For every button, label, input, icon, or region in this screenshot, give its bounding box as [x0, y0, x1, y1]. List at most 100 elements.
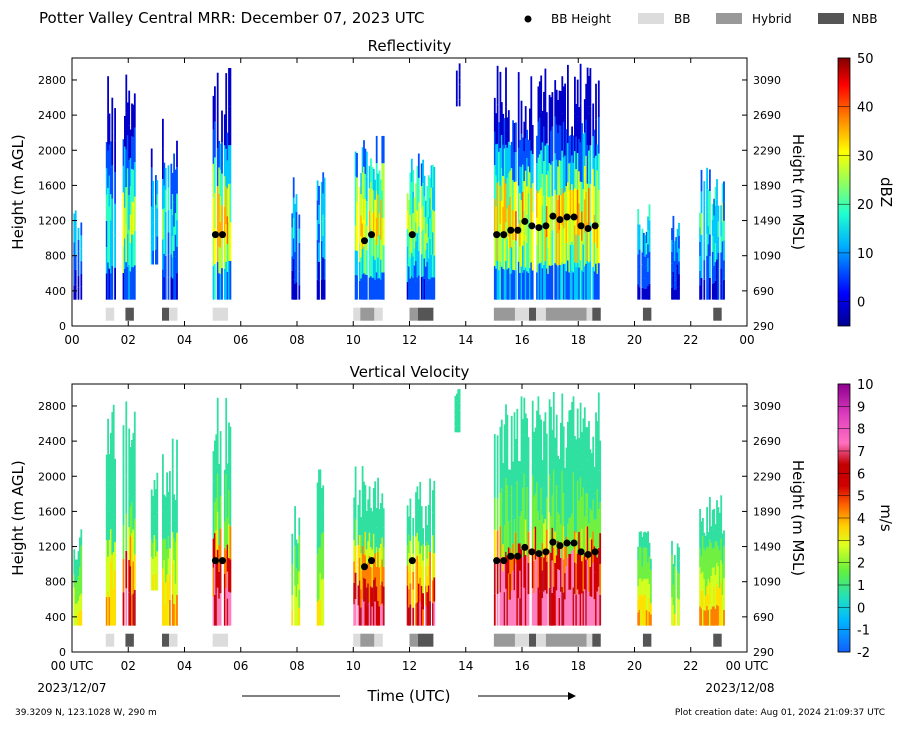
field-cell — [550, 516, 552, 553]
field-cell — [216, 261, 219, 300]
field-cell — [596, 273, 599, 300]
field-cell — [381, 217, 384, 246]
field-cell — [215, 593, 218, 626]
y-tick-label: 2000 — [38, 144, 66, 157]
field-cell — [361, 492, 364, 520]
field-cell — [365, 250, 368, 275]
field-cell — [703, 579, 706, 595]
field-cell — [162, 568, 164, 598]
field-cell — [572, 272, 575, 300]
field-cell — [413, 282, 416, 300]
field-cell — [425, 565, 427, 586]
field-cell — [357, 565, 360, 586]
field-cell — [318, 469, 320, 496]
field-cell — [129, 536, 132, 567]
field-cell — [426, 223, 429, 243]
field-cell — [505, 106, 507, 145]
field-cell — [433, 233, 436, 256]
field-cell — [533, 593, 536, 626]
field-cell — [638, 531, 641, 548]
field-cell — [597, 548, 600, 587]
field-cell — [561, 113, 564, 151]
field-cell — [422, 609, 424, 626]
field-cell — [558, 514, 561, 543]
field-cell — [575, 104, 578, 137]
field-cell — [552, 508, 555, 548]
field-cell — [294, 235, 296, 252]
field-cell — [551, 92, 554, 127]
field-cell — [530, 262, 533, 300]
field-cell — [710, 559, 713, 576]
field-cell — [375, 163, 378, 191]
field-cell — [707, 563, 710, 579]
field-cell — [152, 574, 154, 591]
field-cell — [221, 110, 223, 143]
bb-type-box-nbb — [713, 633, 722, 647]
field-cell — [716, 199, 718, 220]
field-cell — [417, 226, 420, 251]
field-cell — [219, 463, 222, 496]
bb-type-box-bb — [353, 633, 361, 647]
y-tick-label: 400 — [45, 611, 66, 624]
field-cell — [496, 65, 499, 105]
field-cell — [110, 273, 112, 300]
field-cell — [544, 519, 547, 555]
field-cell — [320, 533, 323, 557]
field-cell — [422, 276, 424, 300]
bb-type-box-nbb — [162, 633, 170, 647]
field-cell — [706, 507, 708, 527]
field-cell — [381, 581, 384, 604]
field-cell — [155, 234, 157, 250]
field-cell — [122, 219, 125, 247]
field-cell — [503, 239, 506, 270]
field-cell — [79, 537, 81, 553]
bb-height-point — [535, 550, 543, 558]
field-cell — [131, 168, 133, 202]
field-cell — [555, 124, 558, 160]
colorbar-tick-label: 30 — [857, 149, 874, 164]
field-cell — [565, 186, 568, 215]
field-cell — [129, 129, 132, 158]
field-cell — [215, 434, 218, 467]
field-cell — [171, 500, 174, 533]
field-cell — [700, 234, 703, 257]
field-cell — [543, 161, 545, 196]
field-cell — [640, 547, 642, 563]
field-cell — [371, 167, 374, 190]
field-cell — [214, 594, 216, 626]
field-cell — [364, 173, 367, 200]
field-cell — [568, 163, 571, 191]
field-cell — [150, 489, 153, 507]
field-cell — [588, 150, 590, 188]
field-cell — [114, 458, 116, 487]
field-cell — [706, 566, 708, 587]
field-cell — [644, 235, 647, 246]
field-cell — [298, 285, 301, 300]
field-cell — [582, 487, 585, 522]
field-cell — [703, 610, 706, 626]
field-cell — [223, 176, 226, 207]
field-cell — [586, 222, 589, 261]
field-cell — [163, 185, 166, 209]
field-cell — [541, 173, 544, 206]
field-cell — [575, 136, 578, 170]
field-cell — [513, 518, 516, 555]
field-cell — [586, 106, 589, 145]
field-cell — [409, 214, 412, 237]
field-cell — [458, 84, 461, 92]
field-cell — [595, 554, 597, 591]
colorbar-tick-label: -2 — [857, 646, 870, 661]
field-cell — [513, 123, 516, 153]
field-cell — [564, 520, 566, 547]
field-cell — [593, 158, 596, 187]
field-cell — [378, 586, 381, 607]
field-cell — [364, 148, 367, 174]
field-cell — [560, 422, 562, 457]
field-cell — [163, 582, 166, 604]
field-cell — [507, 204, 510, 237]
field-cell — [571, 270, 573, 300]
field-cell — [505, 588, 507, 626]
field-cell — [150, 245, 153, 265]
field-cell — [381, 493, 384, 516]
field-cell — [295, 246, 298, 265]
